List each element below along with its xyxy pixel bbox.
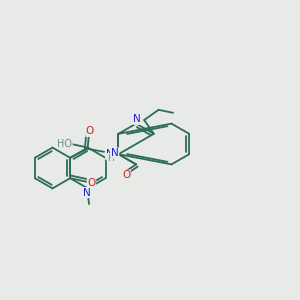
Text: N: N <box>83 188 91 198</box>
Text: N: N <box>111 148 119 158</box>
Text: HO: HO <box>57 139 72 149</box>
Text: O: O <box>86 126 94 136</box>
Text: N: N <box>133 114 141 124</box>
Text: N: N <box>106 149 113 159</box>
Text: O: O <box>87 178 96 188</box>
Text: O: O <box>122 170 130 180</box>
Text: H: H <box>107 154 114 163</box>
